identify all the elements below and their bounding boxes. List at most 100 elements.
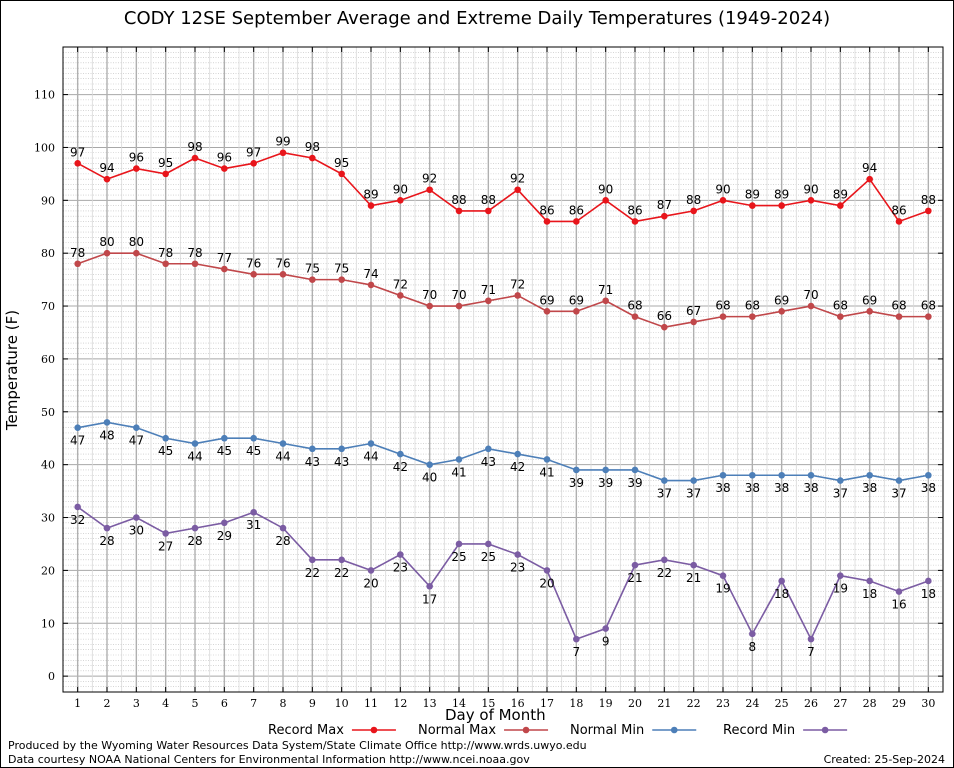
data-point (74, 260, 81, 268)
data-label: 98 (305, 140, 320, 154)
data-point (514, 551, 521, 558)
data-point (514, 186, 521, 194)
data-label: 17 (422, 592, 437, 606)
data-label: 38 (921, 481, 936, 495)
x-tick-label: 14 (452, 697, 466, 710)
data-point (455, 456, 463, 463)
data-label: 97 (246, 145, 261, 159)
data-point (338, 170, 345, 178)
data-point (162, 530, 169, 537)
data-point (133, 165, 140, 172)
x-tick-label: 24 (745, 697, 759, 710)
data-point (661, 556, 668, 564)
data-label: 48 (99, 428, 114, 442)
data-point (807, 302, 815, 310)
y-tick-label: 90 (41, 194, 55, 207)
series-line (77, 506, 929, 641)
data-point (602, 625, 609, 632)
data-point (690, 561, 697, 569)
x-axis-label: Day of Month (445, 706, 546, 724)
data-label: 95 (334, 156, 349, 170)
data-label: 38 (862, 481, 877, 495)
data-point (397, 292, 404, 299)
data-point (74, 503, 81, 511)
data-label: 43 (334, 455, 349, 469)
x-tick-label: 25 (775, 697, 789, 710)
data-point (631, 313, 639, 320)
data-point (191, 524, 199, 532)
data-label: 21 (627, 571, 642, 585)
data-point (837, 202, 844, 209)
data-point (749, 630, 756, 638)
data-label: 89 (833, 188, 848, 202)
data-point (778, 202, 785, 209)
data-point (221, 265, 228, 273)
data-point (455, 207, 463, 215)
data-label: 95 (158, 156, 173, 170)
data-point (397, 197, 404, 204)
data-label: 89 (774, 188, 789, 202)
data-point (426, 582, 433, 590)
data-label: 22 (334, 566, 349, 580)
data-label: 25 (451, 550, 466, 564)
data-point (573, 308, 580, 315)
legend-label: Normal Max (418, 723, 496, 738)
data-label: 68 (891, 299, 906, 313)
data-point (191, 154, 199, 162)
legend-swatch-marker (670, 726, 678, 734)
y-tick-label: 100 (34, 141, 55, 154)
data-point (279, 440, 287, 447)
data-point (426, 461, 433, 468)
data-label: 9 (602, 635, 610, 649)
data-label: 70 (451, 288, 466, 302)
x-tick-label: 10 (335, 697, 349, 710)
legend-label: Normal Min (570, 723, 644, 738)
legend-swatch-marker (522, 726, 530, 734)
data-label: 76 (275, 256, 290, 270)
data-point (221, 434, 228, 442)
credit-line-2: Data courtesy NOAA National Centers for … (8, 753, 530, 766)
data-label: 21 (686, 571, 701, 585)
data-point (426, 186, 433, 194)
data-label: 77 (217, 251, 232, 265)
data-label: 41 (451, 465, 466, 479)
data-label: 71 (481, 283, 496, 297)
data-label: 98 (187, 140, 202, 154)
data-label: 94 (862, 161, 877, 175)
x-tick-label: 13 (423, 697, 437, 710)
data-label: 40 (422, 471, 437, 485)
data-label: 68 (627, 299, 642, 313)
data-label: 71 (598, 283, 613, 297)
data-label: 88 (451, 193, 466, 207)
data-label: 78 (187, 246, 202, 260)
data-label: 45 (246, 444, 261, 458)
y-tick-label: 30 (41, 512, 55, 525)
data-point (74, 160, 81, 167)
data-label: 86 (569, 203, 584, 217)
series-line (77, 151, 929, 223)
data-label: 72 (510, 277, 525, 291)
data-point (631, 561, 639, 569)
data-point (426, 302, 433, 310)
data-point (866, 308, 873, 315)
data-label: 68 (921, 299, 936, 313)
x-tick-label: 21 (657, 697, 671, 710)
data-point (925, 577, 932, 585)
data-point (279, 271, 287, 278)
data-point (162, 260, 169, 268)
data-point (485, 540, 492, 548)
x-tick-label: 18 (569, 697, 583, 710)
data-label: 92 (422, 172, 437, 186)
data-label: 28 (187, 534, 202, 548)
data-label: 92 (510, 172, 525, 186)
data-label: 7 (573, 645, 581, 659)
data-point (338, 556, 345, 564)
data-label: 96 (217, 151, 232, 165)
data-point (778, 308, 785, 315)
data-point (866, 175, 873, 183)
data-point (778, 471, 785, 479)
data-point (279, 524, 287, 532)
data-label: 18 (862, 587, 877, 601)
data-label: 37 (833, 487, 848, 501)
